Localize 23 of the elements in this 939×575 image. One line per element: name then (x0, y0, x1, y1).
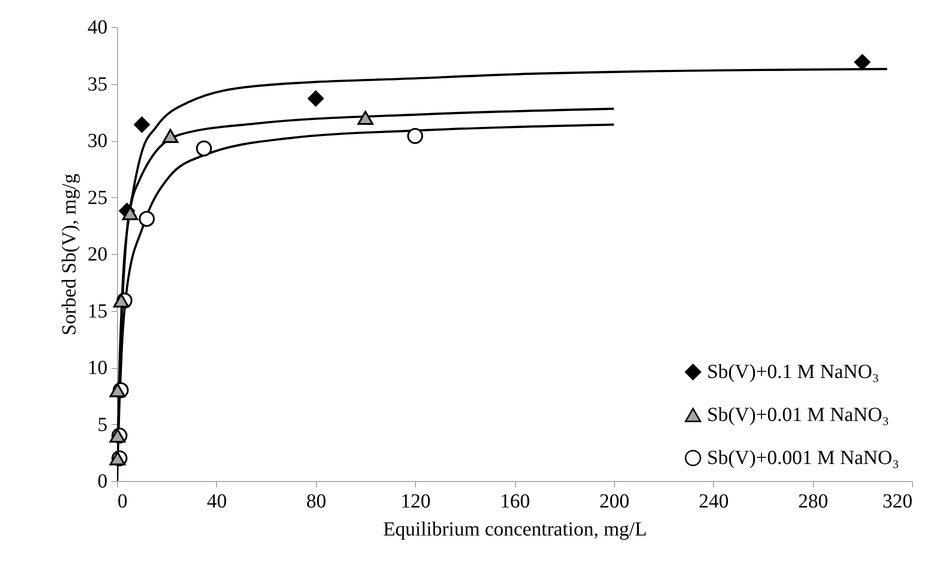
y-tick-label: 25 (88, 186, 108, 209)
y-tick-label: 40 (88, 16, 108, 38)
y-tick-label: 35 (88, 73, 108, 96)
y-tick-label: 15 (88, 300, 108, 322)
y-tick-label: 10 (88, 357, 108, 379)
y-tick-label: 30 (88, 130, 108, 152)
y-tick-label: 0 (98, 470, 108, 492)
x-tick-label: 40 (206, 490, 227, 512)
y-tick-label: 20 (88, 244, 108, 266)
x-tick-label: 160 (500, 490, 530, 512)
x-tick-label: 200 (599, 490, 630, 512)
y-tick-label: 5 (98, 414, 108, 436)
legend-label: Sb(V)+0.1 M NaNO₃ (707, 361, 880, 383)
x-axis-title: Equilibrium concentration, mg/L (383, 518, 647, 540)
x-tick-label: 280 (798, 490, 828, 512)
x-tick-label: 320 (882, 490, 912, 512)
y-axis-title: Sorbed Sb(V), mg/g (58, 174, 80, 336)
legend-label: Sb(V)+0.001 M NaNO₃ (707, 447, 900, 469)
x-tick-label: 0 (118, 490, 128, 512)
x-tick-label: 240 (698, 490, 729, 512)
legend-label: Sb(V)+0.01 M NaNO₃ (707, 404, 890, 426)
x-tick-label: 120 (400, 490, 431, 512)
x-tick-label: 80 (306, 490, 326, 512)
